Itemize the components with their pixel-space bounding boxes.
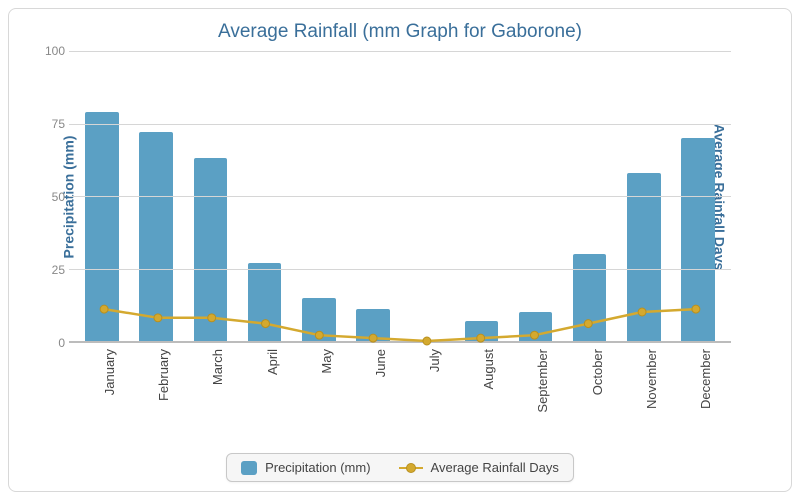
legend-swatch-bar-icon (241, 461, 257, 475)
gridline (69, 124, 731, 125)
gridline (69, 51, 731, 52)
bar (681, 138, 715, 341)
x-label: May (319, 349, 334, 374)
y-tick-left: 25 (52, 263, 65, 277)
x-label-slot: May (292, 349, 346, 449)
y-axis-right: Average Rainfall Days (731, 51, 771, 343)
y-axis-left: Precipitation (mm) 0255075100 (29, 51, 69, 343)
chart-container: Average Rainfall (mm Graph for Gaborone)… (8, 8, 792, 492)
x-label-slot: August (454, 349, 508, 449)
x-label-slot: January (75, 349, 129, 449)
bar (85, 112, 119, 341)
bar (573, 254, 607, 341)
legend: Precipitation (mm) Average Rainfall Days (29, 453, 771, 482)
x-label: February (156, 349, 171, 401)
chart-title: Average Rainfall (mm Graph for Gaborone) (29, 21, 771, 43)
x-label-slot: April (238, 349, 292, 449)
y-tick-left: 0 (58, 336, 65, 350)
bar (519, 312, 553, 341)
bar (248, 263, 282, 341)
x-label-slot: October (563, 349, 617, 449)
x-label-slot: June (346, 349, 400, 449)
gridline (69, 196, 731, 197)
gridline (69, 269, 731, 270)
x-label: April (265, 349, 280, 375)
x-label: November (644, 349, 659, 409)
y-tick-left: 75 (52, 117, 65, 131)
x-label-slot: November (617, 349, 671, 449)
x-label-slot: July (400, 349, 454, 449)
bar (302, 298, 336, 342)
x-label: March (210, 349, 225, 385)
x-label-slot: February (129, 349, 183, 449)
bar (356, 309, 390, 341)
x-label-slot: September (508, 349, 562, 449)
bar (465, 321, 499, 341)
x-axis-labels: January February March April May June July Augu… (69, 349, 731, 449)
legend-item-precipitation: Precipitation (mm) (241, 460, 370, 475)
x-label: January (102, 349, 117, 395)
legend-label-precipitation: Precipitation (mm) (265, 460, 370, 475)
bar (139, 132, 173, 341)
y-tick-left: 50 (52, 190, 65, 204)
x-label: June (373, 349, 388, 377)
x-label: July (427, 349, 442, 372)
x-label-slot: December (671, 349, 725, 449)
x-label: December (698, 349, 713, 409)
legend-item-rainfall-days: Average Rainfall Days (399, 460, 559, 475)
bar (194, 158, 228, 341)
bar (627, 173, 661, 341)
legend-box: Precipitation (mm) Average Rainfall Days (226, 453, 574, 482)
plot-area (69, 51, 731, 343)
legend-swatch-line-icon (399, 463, 423, 473)
x-label-slot: March (183, 349, 237, 449)
legend-label-rainfall-days: Average Rainfall Days (431, 460, 559, 475)
plot-area-wrap: Precipitation (mm) 0255075100 Average Ra… (69, 51, 731, 343)
y-tick-left: 100 (45, 44, 65, 58)
x-label: August (481, 349, 496, 389)
x-label: September (535, 349, 550, 413)
x-label: October (590, 349, 605, 395)
